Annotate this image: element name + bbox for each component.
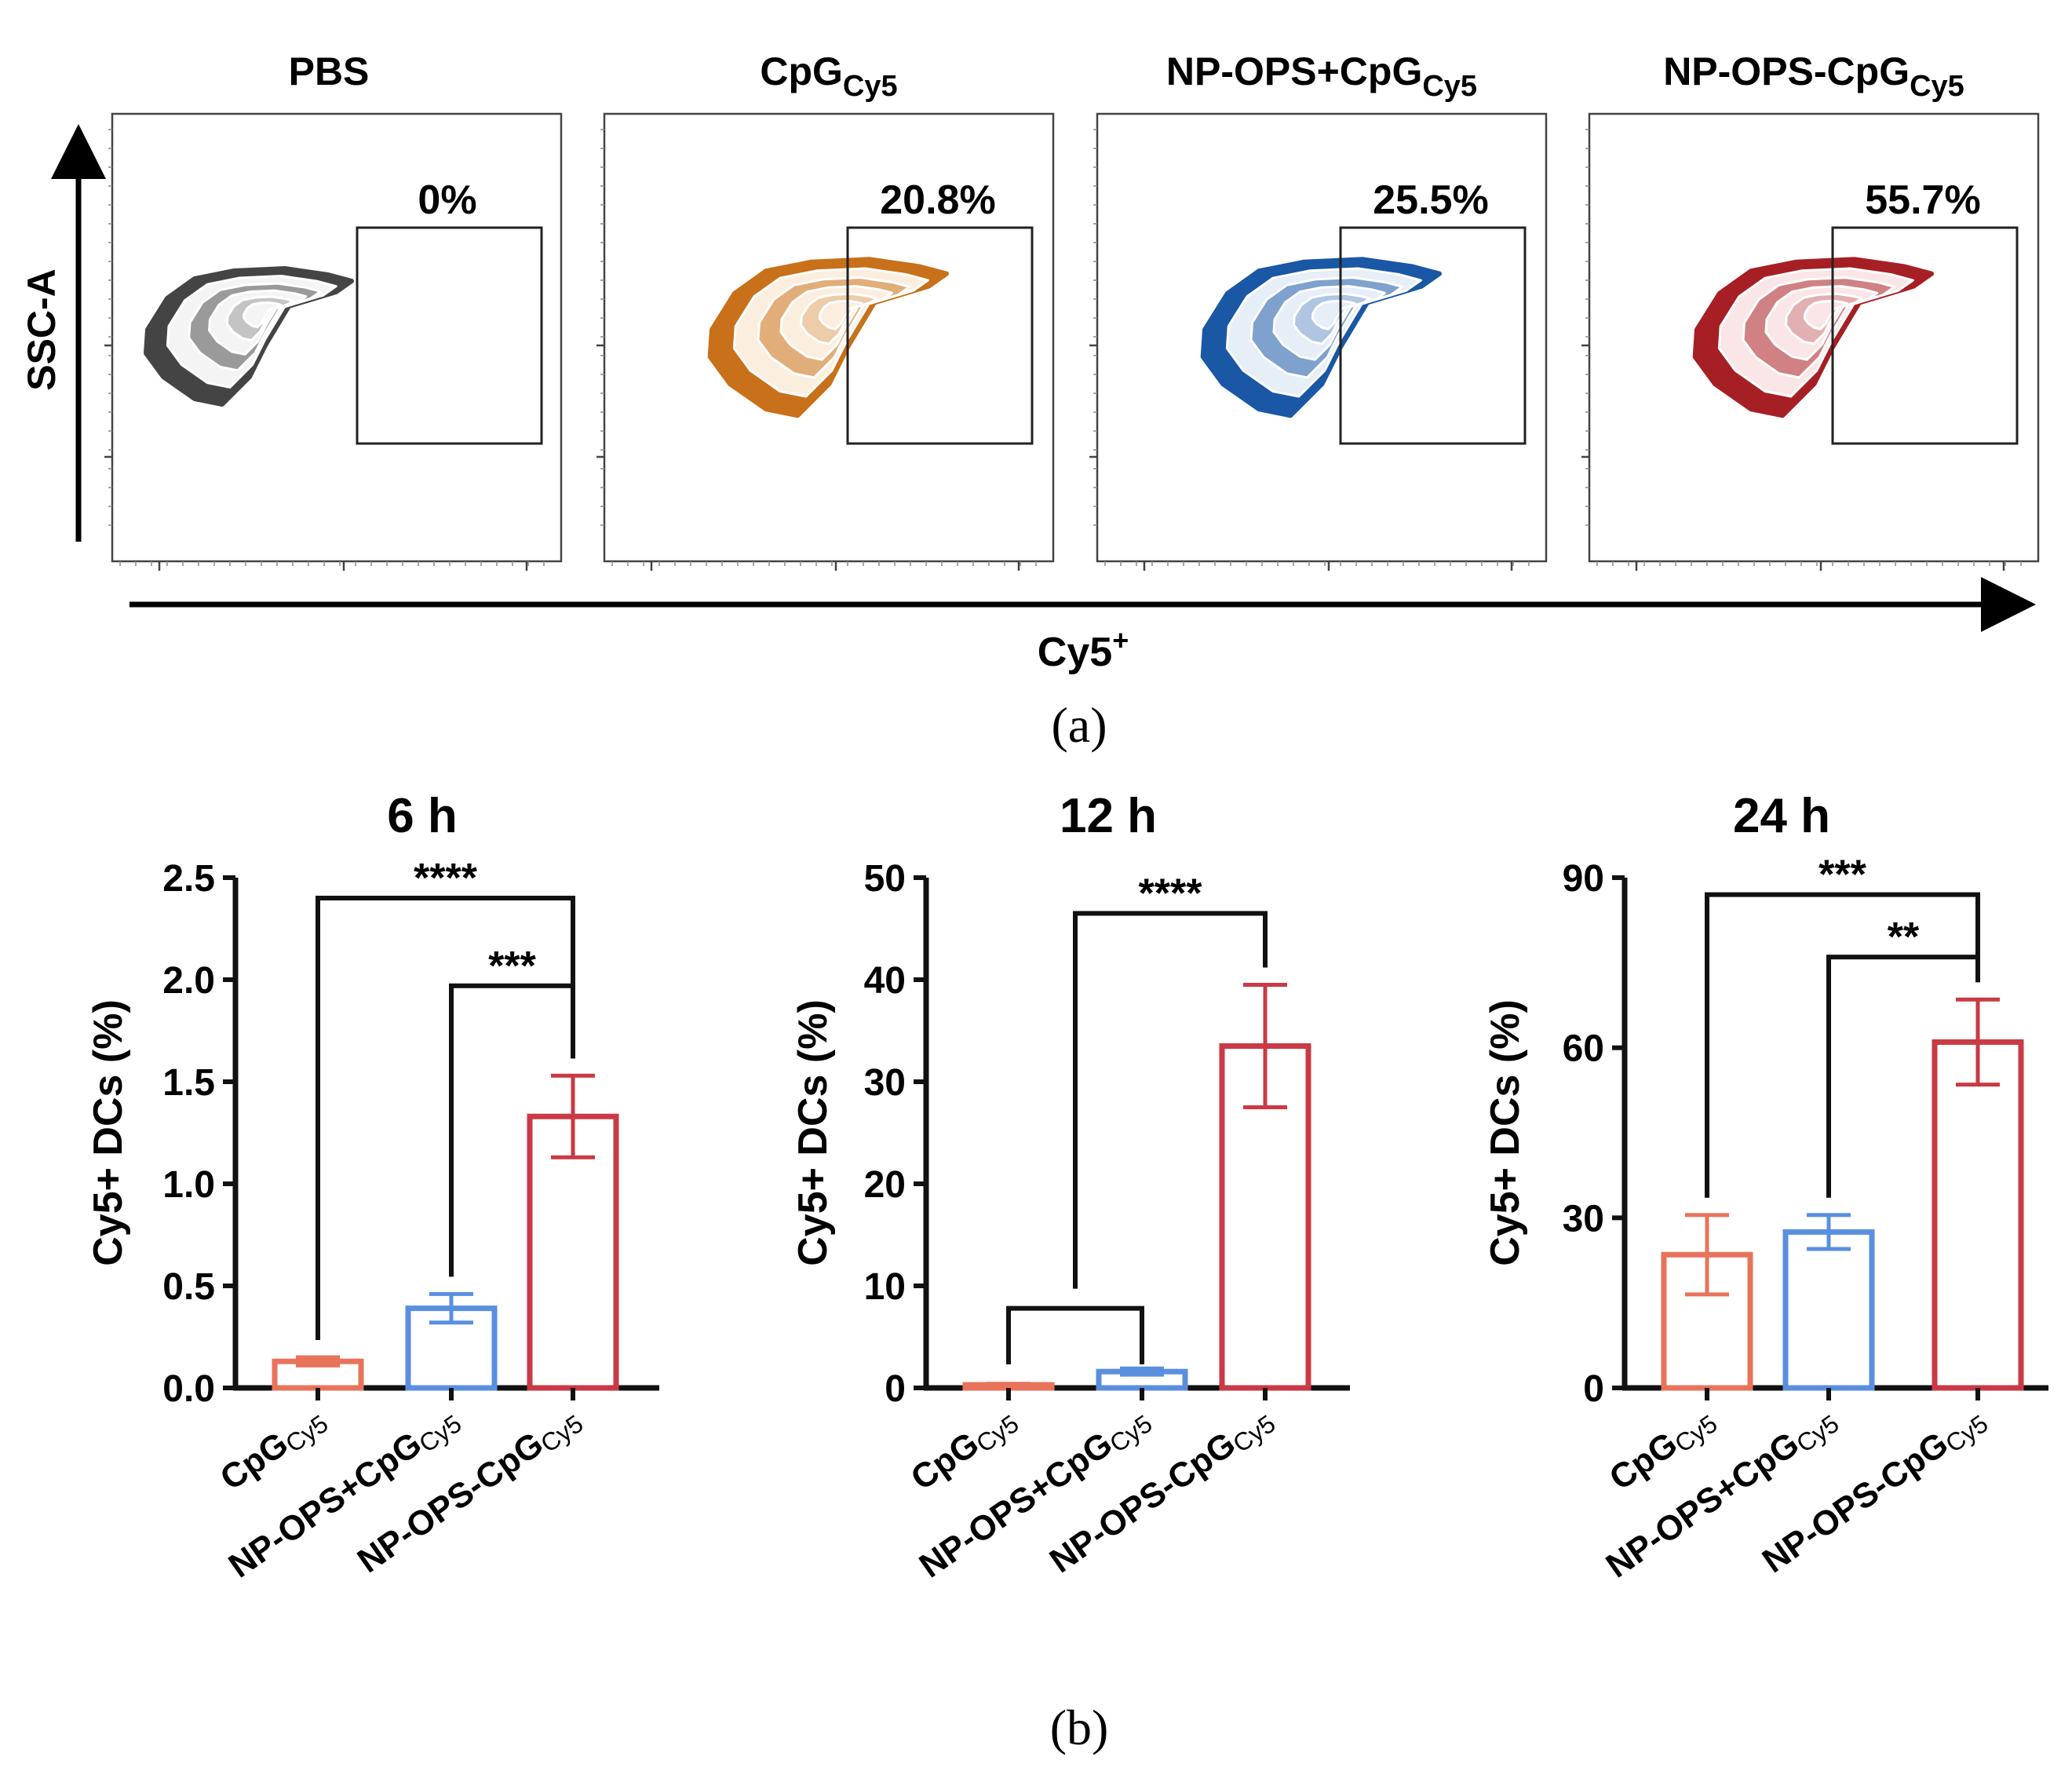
- chart-ylabel: Cy5+ DCs (%): [1483, 999, 1528, 1266]
- flow-plot-title: PBS: [289, 49, 370, 93]
- y-tick-label: 2.0: [162, 960, 215, 1002]
- contour-level: [243, 301, 283, 329]
- flow-plot-title-main: PBS: [289, 49, 370, 93]
- bar: [1932, 1039, 2024, 1391]
- flow-plot: CpGCy5 20.8%: [596, 49, 1055, 571]
- gate-percent: 0%: [418, 177, 476, 223]
- chart-title: 12 h: [1060, 789, 1157, 843]
- significance-label: ****: [1139, 871, 1203, 917]
- bar: [527, 1113, 619, 1391]
- x-axis-label-main: Cy5: [1038, 630, 1112, 675]
- significance-bracket: [1826, 955, 1980, 1198]
- significance-label: **: [1888, 915, 1920, 960]
- y-tick-label: 20: [864, 1164, 906, 1206]
- y-tick-label: 50: [864, 858, 906, 900]
- flow-plot-title-main: CpG: [760, 49, 843, 93]
- significance-bracket: [1073, 911, 1268, 1289]
- flow-plot-title-sub: Cy5: [1422, 70, 1477, 103]
- flow-plot-frame: [603, 112, 1055, 563]
- y-tick-label: 30: [864, 1062, 906, 1104]
- chart-ylabel: Cy5+ DCs (%): [86, 999, 131, 1266]
- chart-title: 24 h: [1733, 789, 1830, 843]
- category-label: NP-OPS+CpGCy5: [913, 1399, 1158, 1587]
- significance-bracket: [316, 896, 575, 1340]
- flow-plot-frame: [1096, 112, 1548, 563]
- bar: [1782, 1229, 1875, 1391]
- significance-label: ****: [414, 856, 478, 901]
- category-label: NP-OPS-CpGCy5: [1756, 1399, 1994, 1583]
- contour-level: [1803, 299, 1849, 330]
- y-tick-label: 60: [1563, 1028, 1604, 1070]
- flow-plot-title: NP-OPS-CpGCy5: [1663, 49, 1964, 103]
- flow-plot: NP-OPS+CpGCy5 25.5%: [1089, 49, 1548, 571]
- y-tick-label: 90: [1563, 858, 1604, 900]
- y-tick-label: 10: [864, 1266, 906, 1308]
- panel-a-label: (a): [1051, 697, 1107, 753]
- chart-ylabel: Cy5+ DCs (%): [790, 999, 836, 1266]
- contour-plot: [1200, 257, 1442, 418]
- gate-percent: 20.8%: [880, 177, 995, 223]
- y-tick-label: 2.5: [162, 858, 215, 900]
- flow-plot-title: CpGCy5: [760, 49, 897, 103]
- y-tick-label: 1.0: [162, 1164, 215, 1206]
- significance-bracket: [449, 983, 575, 1277]
- category-label: NP-OPS-CpGCy5: [1043, 1399, 1281, 1583]
- flow-plot-title-sub: Cy5: [843, 70, 898, 103]
- significance-label: ***: [488, 944, 536, 989]
- gate-percent: 55.7%: [1865, 177, 1980, 223]
- contour-plot: [1692, 257, 1934, 418]
- panel-a-y-axis-label: SSC-A: [20, 268, 64, 391]
- x-axis-label-sup: +: [1112, 624, 1129, 656]
- panel-b-label: (b): [1050, 1700, 1109, 1755]
- panel-a-x-axis-label: Cy5+: [1038, 624, 1129, 675]
- contour-level: [1311, 299, 1357, 330]
- contour-level: [818, 299, 864, 330]
- gate-box: [846, 226, 1034, 445]
- chart-title: 6 h: [387, 789, 458, 843]
- contour-plot: [707, 257, 949, 418]
- flow-plot-frame: [1588, 112, 2040, 563]
- bar-chart: 6 h Cy5+ DCs (%) 0.0 0.5 1.0 1.5 2.0 2.5 CpGCy5N…: [86, 789, 659, 1586]
- flow-plot-frame: [111, 112, 563, 563]
- gate-box: [1339, 226, 1527, 445]
- category-label: NP-OPS-CpGCy5: [351, 1399, 589, 1583]
- flow-plot-title: NP-OPS+CpGCy5: [1166, 49, 1477, 103]
- bar-chart: 12 h Cy5+ DCs (%) 0 10 20 30 40 50 CpGCy5NP-OPS+…: [790, 789, 1350, 1587]
- y-tick-label: 30: [1563, 1198, 1604, 1240]
- panel-a-flow-cytometry: SSC-A Cy5+ (a) PBS0%CpGCy520.8%NP-OPS+Cp…: [20, 49, 2040, 753]
- y-tick-label: 1.5: [162, 1062, 215, 1104]
- gate-box: [1831, 226, 2019, 445]
- group-bracket: [1006, 1305, 1144, 1364]
- gate-box: [356, 226, 543, 445]
- flow-plot-title-sub: Cy5: [1910, 70, 1964, 103]
- category-label: CpGCy5: [904, 1399, 1024, 1500]
- y-tick-label: 0: [1583, 1368, 1604, 1410]
- flow-plot: NP-OPS-CpGCy5 55.7%: [1581, 49, 2040, 571]
- flow-plot-title-main: NP-OPS-CpG: [1663, 49, 1910, 93]
- y-tick-label: 40: [864, 960, 906, 1002]
- significance-bracket: [1705, 892, 1980, 1198]
- y-tick-label: 0: [885, 1368, 906, 1410]
- contour-plot: [144, 266, 354, 407]
- flow-plot: PBS 0%: [104, 49, 563, 571]
- category-label: CpGCy5: [213, 1399, 334, 1500]
- flow-plot-title-main: NP-OPS+CpG: [1166, 49, 1422, 93]
- y-tick-label: 0.0: [162, 1368, 215, 1410]
- gate-percent: 25.5%: [1373, 177, 1488, 223]
- y-tick-label: 0.5: [162, 1266, 215, 1308]
- significance-label: ***: [1818, 853, 1866, 898]
